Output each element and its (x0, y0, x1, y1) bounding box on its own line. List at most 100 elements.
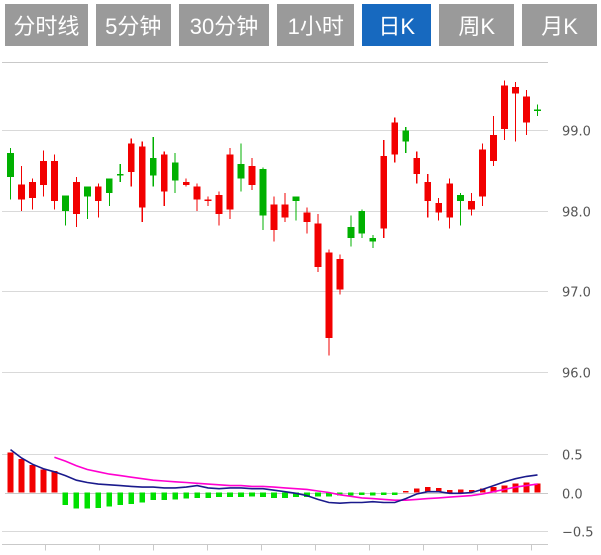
candle-body (127, 143, 135, 173)
candle-body (424, 181, 432, 202)
macd-axis-labels: −0.5 0.0 0.5 (562, 449, 594, 541)
period-tab-bar: 分时线 5分钟 30分钟 1小时 日K 周K 月K (0, 0, 601, 50)
macd-hist-bar (73, 492, 80, 509)
candle-body (94, 186, 102, 202)
candle-body (83, 186, 91, 197)
candle-body (501, 85, 508, 129)
macd-hist-bar (205, 492, 211, 498)
macd-hist-bar (62, 492, 69, 505)
candle-body (358, 210, 366, 234)
macd-hist-bar (172, 492, 179, 500)
macd-dif-line (10, 448, 538, 505)
macd-hist-bar (490, 487, 497, 493)
candle-body (105, 178, 113, 194)
macd-hist-bar (348, 492, 354, 496)
candle-body (490, 135, 497, 161)
macd-hist-bar (95, 492, 102, 508)
macd-hist-bar (435, 487, 442, 493)
candle-body (226, 154, 234, 210)
tab-1hour[interactable]: 1小时 (277, 4, 355, 46)
macd-hist-bar (534, 483, 541, 493)
macd-hist-bar (271, 492, 277, 498)
macd-tick-label: 0.5 (562, 449, 583, 464)
macd-hist-bar (424, 487, 431, 493)
candle-body (336, 259, 344, 290)
tab-30min[interactable]: 30分钟 (178, 4, 270, 46)
candlestick-series (7, 80, 541, 356)
macd-hist-bar (282, 492, 288, 498)
candle-body (204, 199, 212, 202)
tab-week-k-label: 周K (458, 14, 496, 39)
tab-month-k[interactable]: 月K (522, 4, 598, 46)
candle-body (138, 146, 146, 208)
tab-30min-label: 30分钟 (189, 14, 259, 39)
candle-body (281, 204, 289, 218)
candle-body (325, 252, 333, 339)
tab-5min[interactable]: 5分钟 (95, 4, 171, 46)
macd-hist-bar (84, 492, 91, 509)
candle-body (270, 204, 278, 231)
macd-hist-bar (29, 464, 36, 493)
price-tick-label: 98.0 (562, 206, 591, 221)
macd-hist-bar (468, 490, 475, 493)
tab-week-k[interactable]: 周K (439, 4, 515, 46)
macd-hist-bar (380, 492, 387, 495)
price-axis-labels: 96.0 97.0 98.0 99.0 (562, 125, 591, 382)
macd-hist-bar (523, 482, 530, 493)
tab-month-k-label: 月K (541, 14, 578, 39)
candle-body (512, 86, 519, 94)
macd-lines (10, 448, 538, 505)
candle-body (292, 196, 300, 202)
tab-timeline-label: 分时线 (13, 14, 80, 39)
price-tick-label: 99.0 (562, 125, 591, 140)
macd-hist-bar (457, 489, 464, 493)
macd-hist-bar (150, 492, 157, 501)
macd-hist-bar (446, 490, 453, 493)
candle-body (435, 202, 443, 213)
candle-body (380, 156, 388, 229)
price-tick-label: 97.0 (562, 286, 591, 301)
candle-body (534, 109, 541, 112)
candle-body (61, 195, 69, 211)
macd-hist-bar (479, 488, 486, 493)
candle-body (171, 162, 179, 181)
macd-hist-bar (315, 492, 321, 497)
price-tick-label: 96.0 (562, 367, 591, 382)
candle-body (248, 165, 256, 186)
macd-tick-label: 0.0 (562, 488, 583, 503)
tab-timeline[interactable]: 分时线 (5, 4, 88, 46)
macd-hist-bar (40, 469, 47, 493)
candle-body (72, 181, 80, 215)
macd-hist-bar (358, 492, 365, 495)
macd-hist-bar (117, 492, 124, 505)
tab-day-k[interactable]: 日K (362, 4, 432, 46)
macd-hist-bar (391, 492, 398, 495)
candle-body (314, 223, 322, 268)
tab-day-k-label: 日K (378, 14, 416, 39)
tab-5min-label: 5分钟 (105, 14, 162, 39)
macd-hist-bar (238, 492, 244, 498)
candle-body (182, 181, 190, 186)
macd-hist-bar (402, 490, 409, 493)
macd-hist-bar (369, 492, 376, 496)
macd-hist-bar (216, 492, 222, 498)
macd-hist-bar (260, 492, 266, 498)
macd-hist-bar (227, 492, 233, 498)
macd-hist-bar (183, 492, 190, 499)
candle-body (303, 212, 311, 223)
candle-body (457, 194, 465, 202)
candle-body (193, 186, 201, 200)
candle-body (413, 157, 421, 174)
candle-body (259, 169, 267, 216)
candle-body (468, 201, 476, 210)
candle-body (29, 181, 36, 198)
macd-hist-bar (128, 492, 135, 504)
chart-canvas-area[interactable]: 96.0 97.0 98.0 99.0 −0.5 0.0 0.5 (0, 50, 601, 555)
macd-hist-bar (106, 492, 113, 507)
stock-chart-svg[interactable]: 96.0 97.0 98.0 99.0 −0.5 0.0 0.5 (0, 50, 601, 555)
macd-hist-bar (326, 492, 332, 497)
macd-histogram (7, 452, 541, 509)
macd-hist-bar (51, 471, 58, 493)
candle-body (116, 173, 124, 176)
